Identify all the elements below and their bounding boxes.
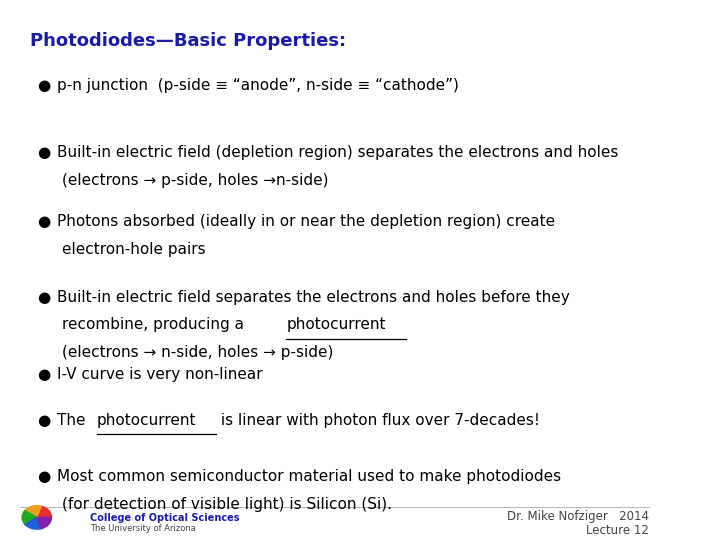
Text: (for detection of visible light) is Silicon (Si).: (for detection of visible light) is Sili… bbox=[62, 497, 392, 512]
Text: ●: ● bbox=[37, 78, 50, 93]
Text: ●: ● bbox=[37, 367, 50, 382]
Text: Photons absorbed (ideally in or near the depletion region) create: Photons absorbed (ideally in or near the… bbox=[57, 214, 555, 230]
Text: (electrons → p-side, holes →n-side): (electrons → p-side, holes →n-side) bbox=[62, 173, 329, 187]
Text: photocurrent: photocurrent bbox=[287, 318, 386, 333]
Text: Built-in electric field (depletion region) separates the electrons and holes: Built-in electric field (depletion regio… bbox=[57, 145, 618, 160]
Text: Built-in electric field separates the electrons and holes before they: Built-in electric field separates the el… bbox=[57, 289, 570, 305]
Text: ●: ● bbox=[37, 289, 50, 305]
Text: p-n junction  (p-side ≡ “anode”, n-side ≡ “cathode”): p-n junction (p-side ≡ “anode”, n-side ≡… bbox=[57, 78, 459, 93]
Text: ●: ● bbox=[37, 145, 50, 160]
Text: ●: ● bbox=[37, 469, 50, 484]
Text: ●: ● bbox=[37, 214, 50, 230]
Wedge shape bbox=[25, 517, 41, 529]
Text: is linear with photon flux over 7-decades!: is linear with photon flux over 7-decade… bbox=[216, 413, 540, 428]
Wedge shape bbox=[37, 506, 52, 517]
Text: (electrons → n-side, holes → p-side): (electrons → n-side, holes → p-side) bbox=[62, 345, 333, 360]
Text: Photodiodes—Basic Properties:: Photodiodes—Basic Properties: bbox=[30, 32, 346, 50]
Text: Most common semiconductor material used to make photodiodes: Most common semiconductor material used … bbox=[57, 469, 561, 484]
Text: College of Optical Sciences: College of Optical Sciences bbox=[90, 512, 240, 523]
Wedge shape bbox=[22, 510, 37, 524]
Text: photocurrent: photocurrent bbox=[97, 413, 197, 428]
Wedge shape bbox=[25, 505, 41, 517]
Text: The University of Arizona: The University of Arizona bbox=[90, 524, 197, 534]
Wedge shape bbox=[37, 517, 52, 529]
Text: Dr. Mike Nofziger   2014: Dr. Mike Nofziger 2014 bbox=[507, 510, 649, 523]
Text: electron-hole pairs: electron-hole pairs bbox=[62, 242, 206, 258]
Text: recombine, producing a: recombine, producing a bbox=[62, 318, 249, 333]
Text: ●: ● bbox=[37, 413, 50, 428]
Text: I-V curve is very non-linear: I-V curve is very non-linear bbox=[57, 367, 263, 382]
Text: The: The bbox=[57, 413, 90, 428]
Text: Lecture 12: Lecture 12 bbox=[586, 524, 649, 537]
